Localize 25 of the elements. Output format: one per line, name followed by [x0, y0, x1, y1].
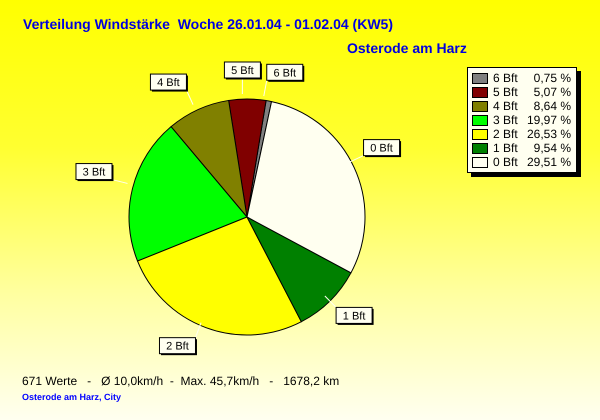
data-label: 26,53 %: [527, 127, 572, 141]
slice-label: 1 Bft: [342, 310, 366, 322]
data-label: 9,54 %: [532, 141, 571, 155]
slice-label: 0 Bft: [370, 142, 393, 155]
slice-label: 5 Bft: [231, 65, 254, 77]
legend-label: 4 Bft: [493, 99, 519, 113]
data-label: 8,64 %: [532, 99, 571, 113]
legend-label: 2 Bft: [493, 127, 519, 141]
data-label: 5,07 %: [532, 85, 571, 99]
text: 671 Werte - Ø 10,0km/h - Max. 45,7km/h - 1678,2 km: [22, 374, 340, 388]
data-label: 0,75 %: [532, 71, 571, 85]
category-label: 6 Bft: [493, 71, 518, 85]
chart-title: Verteilung Windstärke Woche 26.01.04 - 01.02.04 (KW5): [23, 16, 393, 32]
slice-label: 2 Bft: [166, 340, 189, 353]
legend-label: 5 Bft: [493, 85, 519, 99]
data-label: 19,97 %: [527, 113, 572, 127]
chart-subtitle: Osterode am Harz: [347, 40, 467, 56]
data-label: 29,51 %: [527, 155, 572, 169]
legend-label: 1 Bft: [493, 141, 519, 155]
legend-label: 6 Bft: [273, 67, 296, 80]
text: Osterode am Harz, City: [22, 392, 122, 402]
legend-label: 0 Bft: [493, 155, 519, 169]
slice-label: 3 Bft: [82, 166, 106, 179]
legend-label: 3 Bft: [493, 113, 519, 127]
slice-label: 4 Bft: [157, 77, 180, 90]
